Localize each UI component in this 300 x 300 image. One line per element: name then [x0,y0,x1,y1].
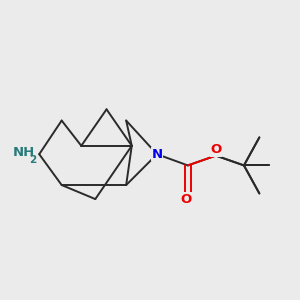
Text: N: N [152,148,163,161]
Text: NH: NH [13,146,35,159]
Text: O: O [210,143,221,157]
Text: 2: 2 [29,155,37,165]
Text: O: O [181,193,192,206]
